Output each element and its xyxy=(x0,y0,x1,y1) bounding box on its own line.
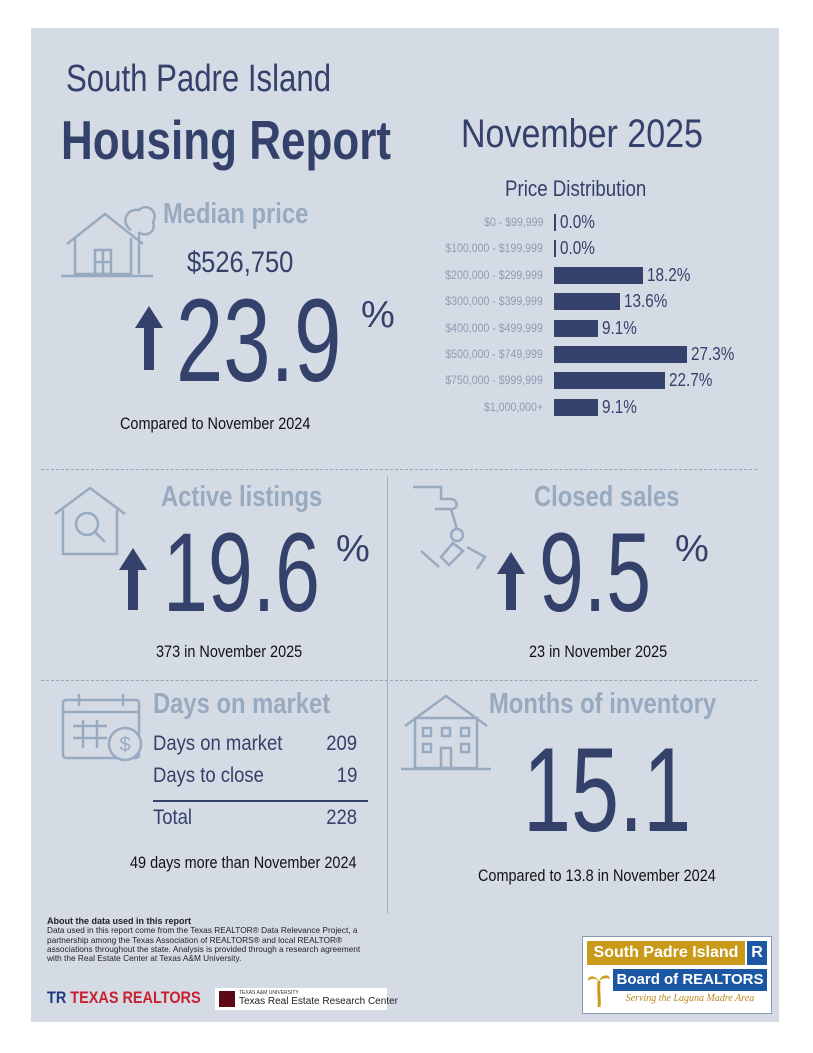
price-dist-bar xyxy=(554,266,643,284)
active-listings-title: Active listings xyxy=(161,481,323,513)
price-dist-bar xyxy=(554,372,665,390)
about-section: About the data used in this report Data … xyxy=(47,916,377,963)
closed-sales-percent: % xyxy=(675,528,709,570)
price-dist-bar xyxy=(554,319,599,337)
price-dist-value: 0.0% xyxy=(560,212,595,232)
price-dist-row: $500,000 - $749,999 27.3% xyxy=(31,344,779,364)
up-arrow-icon xyxy=(497,552,525,610)
city-title: South Padre Island xyxy=(66,58,332,100)
calendar-dollar-icon: $ xyxy=(61,694,143,762)
palm-tree-icon xyxy=(587,975,610,1008)
price-dist-label: $0 - $99,999 xyxy=(483,215,543,229)
days-on-market-caption: 49 days more than November 2024 xyxy=(130,853,357,872)
house-search-icon xyxy=(54,486,126,556)
spi-board-logo: South Padre Island R Board of REALTORS S… xyxy=(582,936,772,1014)
report-month: November 2025 xyxy=(461,112,703,156)
closed-sales-change: 9.5 xyxy=(539,510,652,635)
report-title: Housing Report xyxy=(61,109,391,171)
divider xyxy=(41,680,757,681)
price-dist-value: 13.6% xyxy=(624,291,668,312)
up-arrow-icon xyxy=(119,548,147,610)
price-dist-bar xyxy=(554,346,687,363)
price-dist-bar xyxy=(554,240,556,258)
dom-row-total: Total 228 xyxy=(153,806,357,830)
spi-board: Board of REALTORS xyxy=(613,969,767,991)
dom-total-label: Total xyxy=(153,806,193,829)
median-price-caption: Compared to November 2024 xyxy=(120,414,311,433)
price-distribution-title: Price Distribution xyxy=(505,176,647,201)
apartment-building-icon xyxy=(401,694,491,771)
months-inventory-value: 15.1 xyxy=(523,723,692,857)
price-dist-row: $300,000 - $399,999 13.6% xyxy=(31,291,779,311)
closed-sales-caption: 23 in November 2025 xyxy=(529,642,668,661)
hand-key-icon xyxy=(413,485,487,570)
dom-total-value: 228 xyxy=(326,806,357,829)
texas-realtors-mark: TR xyxy=(47,988,67,1007)
tamu-center: Texas Real Estate Research Center xyxy=(239,996,398,1007)
price-dist-value: 9.1% xyxy=(602,396,638,417)
price-dist-label: $400,000 - $499,999 xyxy=(445,320,543,335)
house-tree-icon xyxy=(61,205,156,278)
dom-row-value: 209 xyxy=(326,732,357,755)
dom-row-days-on-market: Days on market 209 xyxy=(153,732,357,756)
days-on-market-title: Days on market xyxy=(153,688,331,720)
divider xyxy=(41,469,757,470)
spi-name: South Padre Island xyxy=(587,941,745,965)
svg-text:$: $ xyxy=(119,734,130,756)
tamu-emblem xyxy=(219,991,235,1007)
active-listings-percent: % xyxy=(336,528,370,570)
tamu-logo: TEXAS A&M UNIVERSITY Texas Real Estate R… xyxy=(215,988,398,1010)
price-dist-row: $200,000 - $299,999 18.2% xyxy=(31,265,779,285)
report-card: South Padre Island Housing Report Novemb… xyxy=(31,28,779,1022)
price-dist-bar xyxy=(554,214,556,231)
dom-row-label: Days on market xyxy=(153,732,283,755)
median-price-value: $526,750 xyxy=(187,246,294,279)
divider xyxy=(387,476,388,914)
about-text: Data used in this report come from the T… xyxy=(47,925,361,964)
active-listings-change: 19.6 xyxy=(163,510,320,635)
price-dist-label: $1,000,000+ xyxy=(483,399,543,414)
total-rule xyxy=(153,800,368,802)
price-dist-value: 9.1% xyxy=(602,317,638,338)
active-listings-caption: 373 in November 2025 xyxy=(156,642,303,661)
price-dist-label: $100,000 - $199,999 xyxy=(445,241,543,256)
tamu-university: TEXAS A&M UNIVERSITY xyxy=(239,990,299,996)
months-inventory-caption: Compared to 13.8 in November 2024 xyxy=(478,866,716,885)
median-price-title: Median price xyxy=(163,198,309,230)
price-dist-bar xyxy=(554,398,599,416)
realtor-r-mark: R xyxy=(747,941,767,965)
texas-realtors-logo: TR TEXAS REALTORS xyxy=(47,988,201,1008)
dom-row-value: 19 xyxy=(336,764,357,787)
price-dist-row: $750,000 - $999,999 22.7% xyxy=(31,370,779,390)
price-dist-value: 0.0% xyxy=(560,238,595,259)
price-dist-value: 18.2% xyxy=(646,264,691,285)
dom-row-days-to-close: Days to close 19 xyxy=(153,764,357,788)
price-dist-label: $750,000 - $999,999 xyxy=(445,373,543,388)
price-dist-value: 27.3% xyxy=(691,344,735,364)
texas-realtors-text: TEXAS REALTORS xyxy=(70,988,201,1007)
price-dist-label: $300,000 - $399,999 xyxy=(445,294,543,309)
price-dist-label: $200,000 - $299,999 xyxy=(445,267,543,282)
price-dist-bar xyxy=(554,293,621,311)
median-price-change: 23.9 xyxy=(176,275,342,407)
price-dist-row: $0 - $99,999 0.0% xyxy=(31,212,779,232)
price-dist-label: $500,000 - $749,999 xyxy=(445,347,543,361)
spi-tagline: Serving the Laguna Madre Area xyxy=(625,993,755,1004)
price-dist-row: $1,000,000+ 9.1% xyxy=(31,397,779,417)
months-inventory-title: Months of inventory xyxy=(489,688,717,720)
up-arrow-icon xyxy=(135,306,163,370)
closed-sales-title: Closed sales xyxy=(534,481,680,513)
price-dist-row: $400,000 - $499,999 9.1% xyxy=(31,318,779,338)
about-heading: About the data used in this report xyxy=(47,916,192,926)
dom-row-label: Days to close xyxy=(153,764,264,787)
price-dist-value: 22.7% xyxy=(668,370,712,391)
price-dist-row: $100,000 - $199,999 0.0% xyxy=(31,238,779,258)
median-price-percent: % xyxy=(361,294,395,336)
